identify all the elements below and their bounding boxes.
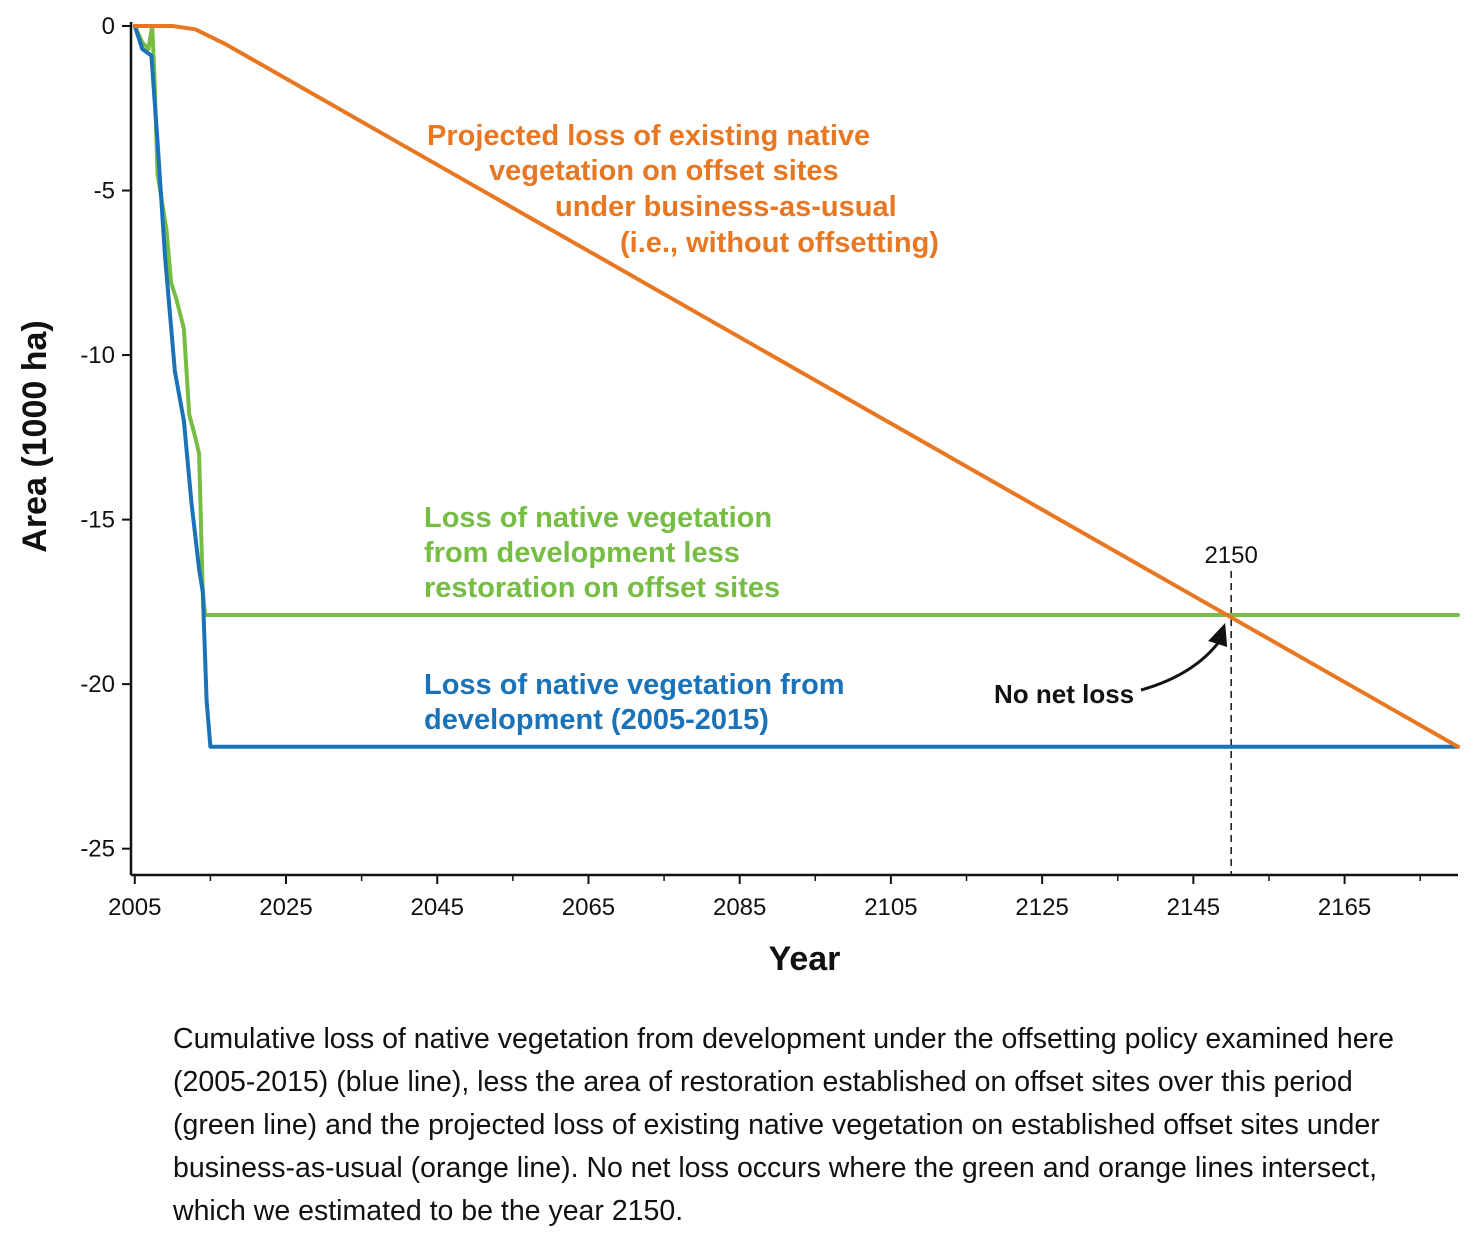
x-tick-label: 2045	[411, 894, 464, 921]
y-tick-label: 0	[102, 13, 115, 40]
x-tick-label: 2165	[1318, 894, 1371, 921]
series-layer	[132, 24, 1460, 749]
axes: 0 -5 -10 -15 -20 -25 2005 2025 2045 2065 2085 2105 2…	[16, 13, 1458, 978]
marker-layer: 2150	[1204, 542, 1258, 875]
x-tick-label: 2105	[864, 894, 917, 921]
series-label-blue: development (2005-2015)	[424, 704, 769, 736]
x-tick-label: 2085	[713, 894, 766, 921]
series-line-green	[132, 24, 1460, 617]
x-axis-title: Year	[769, 940, 841, 978]
x-tick-label: 2025	[259, 894, 312, 921]
line-chart: 0 -5 -10 -15 -20 -25 2005 2025 2045 2065 2085 2105 2…	[16, 13, 1460, 978]
figure-caption: Cumulative loss of native vegetation fro…	[173, 1023, 1394, 1227]
series-label-green: Loss of native vegetation	[424, 502, 772, 534]
series-label-green: restoration on offset sites	[424, 572, 780, 604]
y-tick-label: -5	[94, 178, 115, 205]
series-line-blue	[132, 24, 1460, 749]
y-tick-label: -15	[80, 507, 115, 534]
y-tick-label: -25	[80, 836, 115, 863]
series-label-orange: vegetation on offset sites	[489, 155, 839, 187]
annotation-arrow	[1140, 638, 1223, 692]
x-tick-label: 2005	[108, 894, 161, 921]
annotation-arrowhead	[1208, 623, 1228, 648]
series-label-orange: Projected loss of existing native	[427, 120, 870, 152]
annotation-label: No net loss	[994, 679, 1134, 709]
series-label-orange: (i.e., without offsetting)	[620, 227, 939, 259]
series-label-green: from development less	[424, 537, 740, 569]
y-tick-label: -10	[80, 342, 115, 369]
annotation-layer: No net loss	[994, 623, 1228, 709]
x-tick-label: 2145	[1167, 894, 1220, 921]
y-axis-title: Area (1000 ha)	[16, 320, 54, 552]
series-labels: Projected loss of existing nativevegetat…	[424, 120, 939, 736]
series-label-orange: under business-as-usual	[555, 191, 897, 223]
y-tick-label: -20	[80, 671, 115, 698]
x-tick-label: 2125	[1015, 894, 1068, 921]
vertical-marker-label: 2150	[1204, 542, 1257, 569]
x-tick-label: 2065	[562, 894, 615, 921]
series-label-blue: Loss of native vegetation from	[424, 669, 845, 701]
series-line-orange	[132, 24, 1460, 749]
